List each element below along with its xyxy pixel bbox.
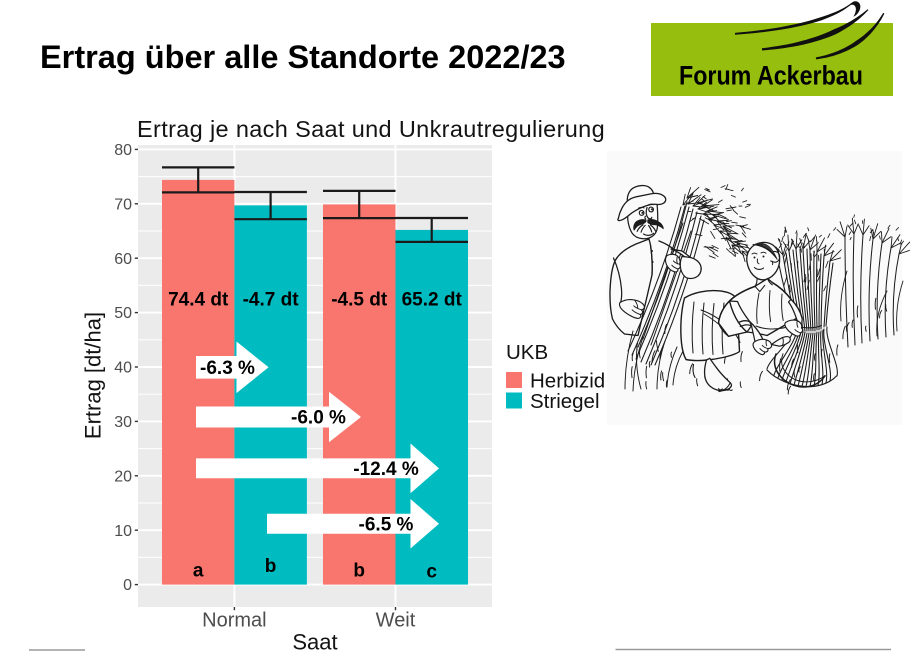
svg-text:Ertrag über alle Standorte 202: Ertrag über alle Standorte 2022/23 xyxy=(40,39,566,75)
svg-text:a: a xyxy=(193,561,204,582)
svg-text:74.4 dt: 74.4 dt xyxy=(168,289,229,310)
svg-text:30: 30 xyxy=(114,414,132,431)
svg-text:80: 80 xyxy=(114,142,132,159)
svg-text:-4.5 dt: -4.5 dt xyxy=(331,289,388,310)
svg-text:UKB: UKB xyxy=(506,341,548,364)
svg-text:70: 70 xyxy=(114,196,132,213)
svg-text:-4.7 dt: -4.7 dt xyxy=(243,289,300,310)
svg-text:-6.3 %: -6.3 % xyxy=(200,358,255,379)
svg-text:Striegel: Striegel xyxy=(530,390,600,413)
svg-text:20: 20 xyxy=(114,468,132,485)
svg-text:Normal: Normal xyxy=(202,609,266,631)
svg-text:b: b xyxy=(353,561,365,582)
svg-text:b: b xyxy=(265,556,277,577)
svg-text:10: 10 xyxy=(114,523,132,540)
svg-text:40: 40 xyxy=(114,360,132,377)
svg-text:Herbizid: Herbizid xyxy=(530,370,605,393)
svg-text:Saat: Saat xyxy=(292,630,337,655)
svg-text:60: 60 xyxy=(114,251,132,268)
svg-text:c: c xyxy=(426,562,437,583)
svg-text:50: 50 xyxy=(114,305,132,322)
svg-text:-6.0 %: -6.0 % xyxy=(291,408,346,429)
svg-text:Weit: Weit xyxy=(376,609,416,631)
svg-text:0: 0 xyxy=(123,577,132,594)
svg-text:65.2 dt: 65.2 dt xyxy=(402,289,463,310)
svg-text:Ertrag [dt/ha]: Ertrag [dt/ha] xyxy=(81,312,106,439)
svg-text:Forum Ackerbau: Forum Ackerbau xyxy=(679,61,863,91)
svg-text:Ertrag je nach Saat und Unkrau: Ertrag je nach Saat und Unkrautregulieru… xyxy=(137,116,605,142)
svg-text:-6.5 %: -6.5 % xyxy=(359,514,414,535)
svg-text:-12.4 %: -12.4 % xyxy=(353,459,419,480)
